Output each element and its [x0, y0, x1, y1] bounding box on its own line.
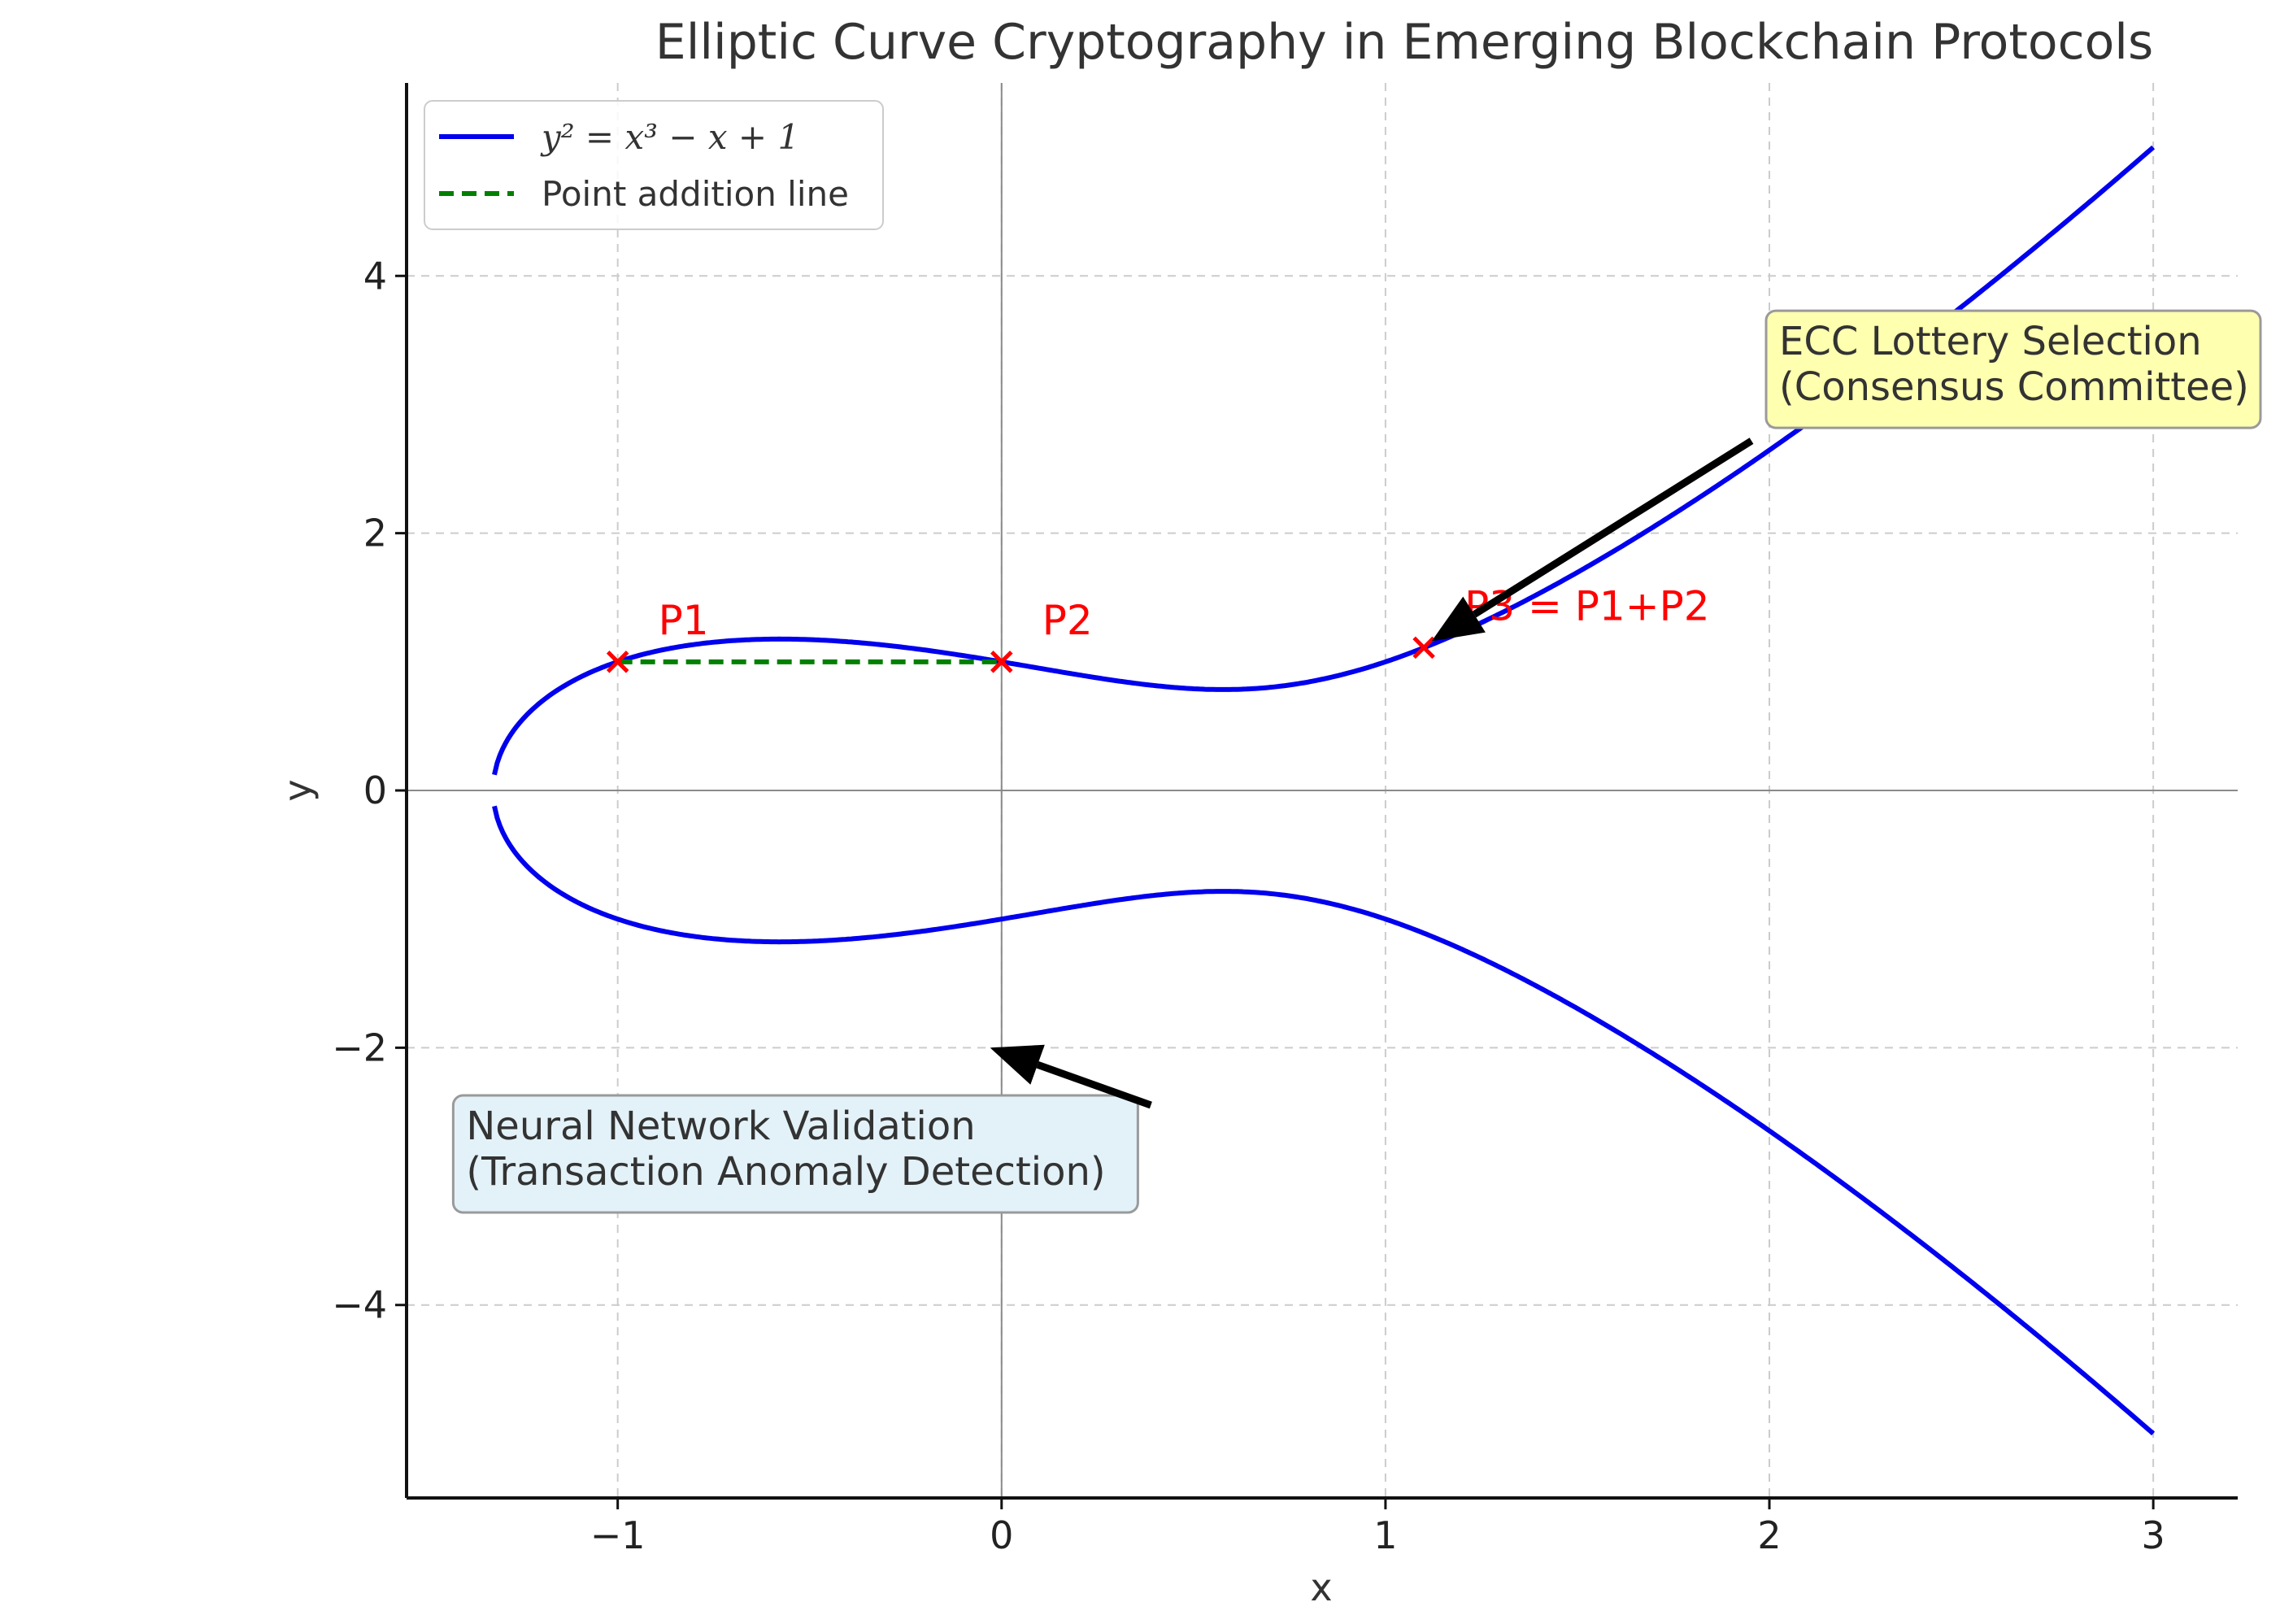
- annotation-arrow-shaft-1: [1472, 438, 1754, 618]
- point-marker-2: [990, 651, 1013, 673]
- point-markers: P1 P2 P3 = P1+P2: [606, 582, 1710, 673]
- y-tick-label-1: −2: [332, 1025, 387, 1069]
- point-label-2: P2: [1042, 597, 1093, 644]
- point-label-1: P1: [659, 597, 709, 644]
- x-tick-label-0: −1: [590, 1513, 646, 1557]
- curve-upper-branch: [492, 145, 2156, 776]
- point-label-3: P3 = P1+P2: [1464, 582, 1709, 629]
- annotation-arrow-head-1: [1431, 596, 1486, 642]
- y-tick-label-3: 2: [363, 512, 387, 555]
- annotation-box-2: [451, 1094, 1139, 1214]
- x-axis-label: x: [1310, 1565, 1332, 1609]
- curve-lower-branch: [492, 805, 2156, 1436]
- legend: y² = x³ − x + 1 Point addition line: [424, 100, 884, 230]
- annotation-2-line-1: Neural Network Validation: [466, 1104, 975, 1149]
- y-axis-label: y: [276, 779, 320, 801]
- annotation-box-1: [1764, 309, 2262, 429]
- x-tick-label-2: 1: [1373, 1513, 1397, 1557]
- annotations: ECC Lottery Selection(Consensus Committe…: [451, 309, 2262, 1214]
- legend-curve-label: y² = x³ − x + 1: [540, 117, 799, 157]
- x-tick-label-3: 2: [1757, 1513, 1781, 1557]
- annotation-2-line-2: (Transaction Anomaly Detection): [466, 1149, 1105, 1195]
- annotation-arrow-shaft-2: [1036, 1060, 1152, 1109]
- x-tick-label-4: 3: [2141, 1513, 2165, 1557]
- point-marker-1-stroke-b: [606, 651, 629, 673]
- annotation-1-line-2: (Consensus Committee): [1779, 364, 2249, 410]
- point-marker-3: [1412, 636, 1435, 660]
- zero-axis-lines: [407, 83, 2238, 1498]
- chart-title: Elliptic Curve Cryptography in Emerging …: [655, 14, 2153, 71]
- legend-addition-label: Point addition line: [542, 174, 849, 214]
- annotation-1-line-1: ECC Lottery Selection: [1779, 319, 2202, 364]
- legend-box: [424, 100, 884, 230]
- y-tick-label-4: 4: [363, 254, 387, 298]
- y-tick-label-0: −4: [332, 1283, 387, 1327]
- point-marker-1: [606, 651, 629, 673]
- y-tick-label-2: 0: [363, 768, 387, 812]
- point-marker-2-stroke-b: [990, 651, 1013, 673]
- tick-marks: −1 0 1 2 3 −4 −2 0 2 4: [332, 254, 2165, 1557]
- annotation-arrow-head-2: [990, 1044, 1045, 1085]
- x-tick-label-1: 0: [990, 1513, 1013, 1557]
- point-marker-3-stroke-b: [1412, 636, 1435, 660]
